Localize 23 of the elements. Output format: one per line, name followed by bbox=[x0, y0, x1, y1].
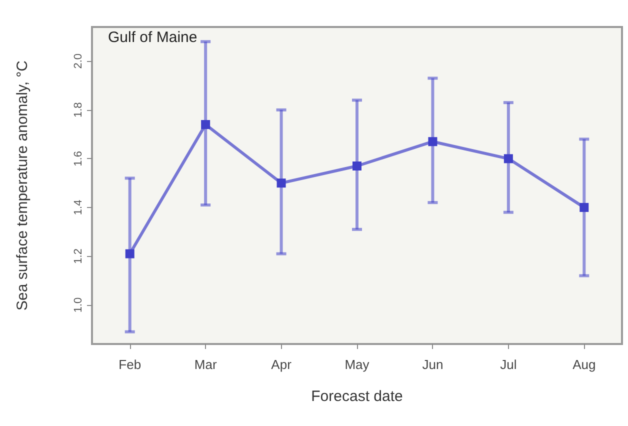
y-tick-label: 1.6 bbox=[72, 151, 84, 166]
y-tick-label: 1.4 bbox=[72, 200, 84, 216]
annotation: Gulf of Maine bbox=[108, 29, 198, 46]
point bbox=[276, 178, 286, 188]
x-tick-label: Aug bbox=[572, 357, 596, 372]
x-axis-title: Forecast date bbox=[311, 388, 403, 405]
point bbox=[352, 161, 362, 170]
y-tick-label: 1.0 bbox=[72, 297, 84, 313]
point bbox=[504, 154, 513, 164]
y-axis-title: Sea surface temperature anomaly, °C bbox=[14, 60, 31, 311]
point bbox=[125, 249, 134, 258]
point bbox=[201, 120, 210, 130]
x-tick-label: Feb bbox=[118, 357, 142, 372]
y-tick-label: 1.2 bbox=[72, 248, 84, 264]
x-tick-label: Mar bbox=[194, 357, 218, 372]
y-tick-label: 1.8 bbox=[72, 102, 84, 118]
x-tick-label: Jun bbox=[422, 357, 444, 372]
y-tick-label: 2.0 bbox=[72, 53, 84, 69]
x-tick-label: May bbox=[344, 357, 370, 372]
point bbox=[580, 202, 589, 212]
x-tick-label: Jul bbox=[500, 357, 517, 372]
point bbox=[428, 137, 438, 146]
x-tick-label: Apr bbox=[271, 357, 292, 372]
